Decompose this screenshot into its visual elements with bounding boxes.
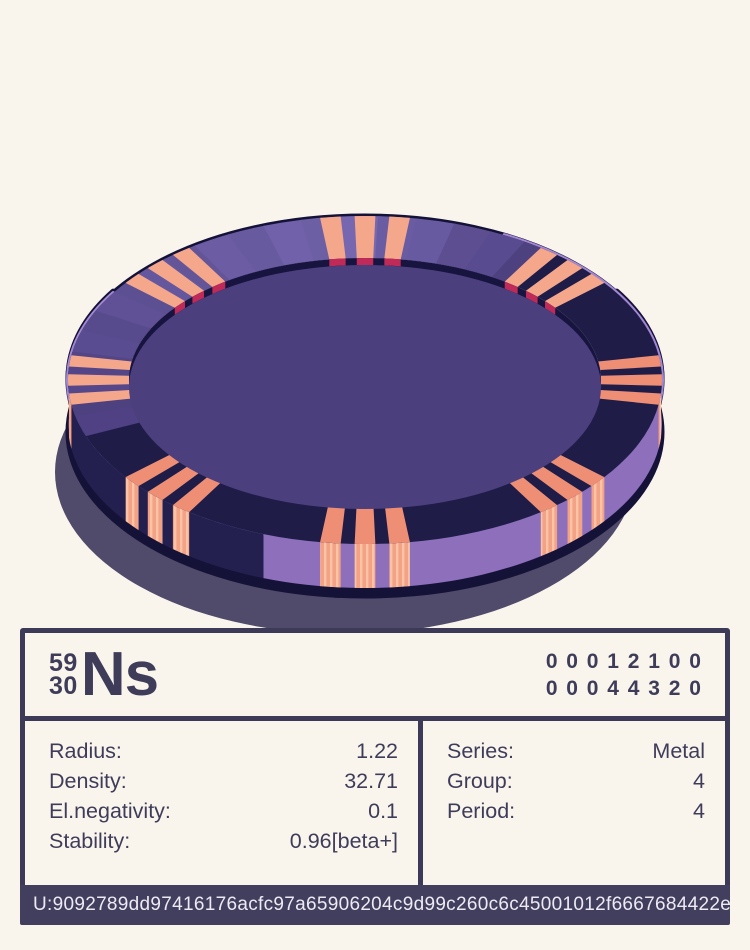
- property-label: Density:: [49, 769, 127, 793]
- properties-right: Series: Metal Group: 4 Period: 4: [423, 721, 725, 885]
- property-label: Group:: [447, 769, 513, 793]
- properties-left: Radius: 1.22 Density: 32.71 El.negativit…: [25, 721, 423, 885]
- property-label: Stability:: [49, 829, 131, 853]
- code-line-2: 00044320: [545, 676, 710, 700]
- property-label: Period:: [447, 799, 516, 823]
- property-value: Metal: [652, 739, 705, 763]
- property-row: Series: Metal: [447, 736, 705, 766]
- property-label: El.negativity:: [49, 799, 171, 823]
- property-row: Period: 4: [447, 796, 705, 826]
- element-card: 59 30 Ns 00012100 00044320 Radius: 1.22 …: [20, 628, 732, 925]
- mass-number: 59: [49, 648, 78, 677]
- property-value: 32.71: [344, 769, 398, 793]
- property-value: 1.22: [356, 739, 398, 763]
- property-label: Radius:: [49, 739, 122, 763]
- code-line-1: 00012100: [545, 649, 710, 673]
- property-row: Stability: 0.96[beta+]: [49, 826, 398, 856]
- property-row: Density: 32.71: [49, 766, 398, 796]
- property-row: Group: 4: [447, 766, 705, 796]
- property-value: 4: [693, 769, 705, 793]
- property-value: 0.96[beta+]: [289, 829, 398, 853]
- chip-illustration: [55, 213, 665, 634]
- properties-panel: Radius: 1.22 Density: 32.71 El.negativit…: [25, 721, 725, 885]
- element-identity: 59 30 Ns: [49, 639, 159, 709]
- card-header: 59 30 Ns 00012100 00044320: [25, 633, 725, 721]
- property-value: 0.1: [368, 799, 398, 823]
- property-row: Radius: 1.22: [49, 736, 398, 766]
- code-block: 00012100 00044320: [546, 648, 701, 702]
- chip-area: [55, 213, 665, 634]
- footer-hash: U:9092789dd97416176acfc97a65906204c9d99c…: [33, 894, 732, 915]
- property-row: El.negativity: 0.1: [49, 796, 398, 826]
- atomic-number: 30: [49, 671, 78, 700]
- card-footer: U:9092789dd97416176acfc97a65906204c9d99c…: [20, 885, 732, 925]
- property-value: 4: [693, 799, 705, 823]
- element-symbol: Ns: [80, 639, 159, 709]
- property-label: Series:: [447, 739, 514, 763]
